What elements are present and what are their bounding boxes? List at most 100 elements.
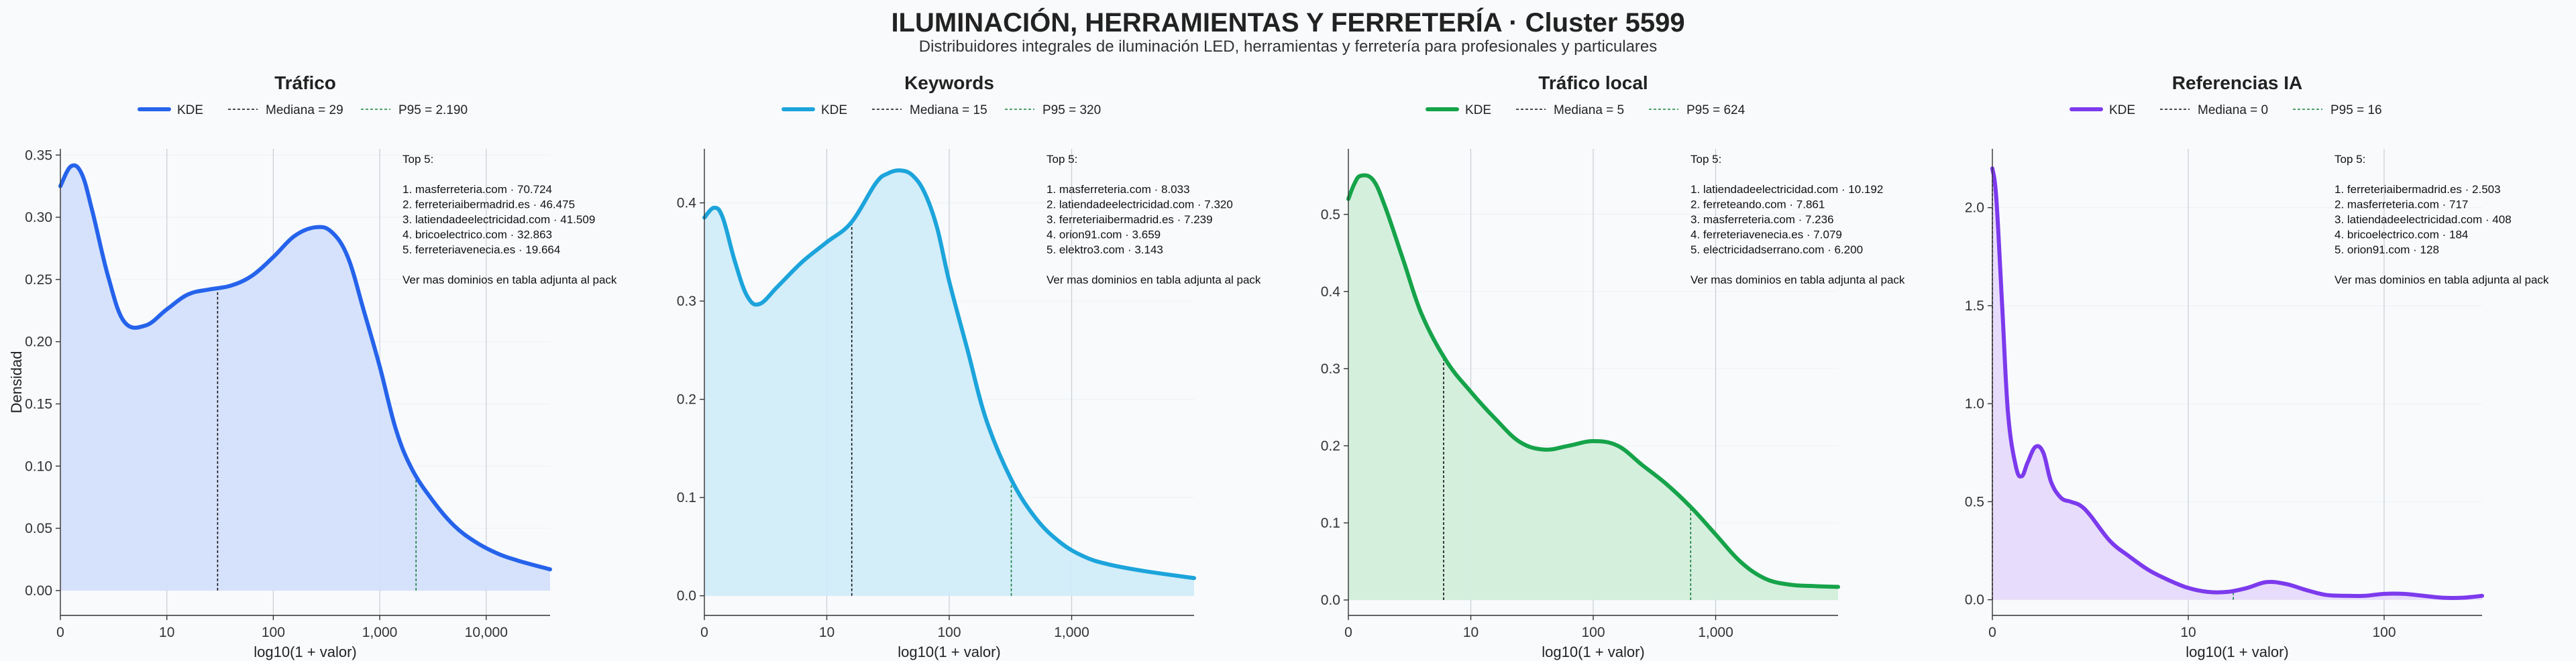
- top5-item: 1. ferreteriaibermadrid.es · 2.503: [2334, 183, 2501, 196]
- x-tick-label: 10: [819, 625, 835, 640]
- x-tick-label: 100: [1581, 625, 1605, 640]
- y-tick-label: 0.30: [25, 210, 52, 225]
- top5-header: Top 5:: [1046, 153, 1077, 166]
- y-tick-label: 0.1: [1321, 516, 1340, 531]
- legend-median-label: Mediana = 29: [266, 103, 343, 117]
- top5-item: 3. ferreteriaibermadrid.es · 7.239: [1046, 213, 1213, 226]
- y-tick-label: 0.10: [25, 459, 52, 474]
- top5-item: 3. latiendadeelectricidad.com · 408: [2334, 213, 2512, 226]
- legend-median-label: Mediana = 0: [2198, 103, 2268, 117]
- x-tick-label: 100: [937, 625, 961, 640]
- y-tick-label: 1.0: [1965, 396, 1984, 412]
- kde-area: [1992, 168, 2482, 600]
- top5-item: 4. ferreteriavenecia.es · 7.079: [1690, 229, 1842, 241]
- top5-item: 4. orion91.com · 3.659: [1046, 229, 1161, 241]
- x-tick-label: 100: [2372, 625, 2396, 640]
- x-tick-label: 1,000: [362, 625, 398, 640]
- legend-median-label: Mediana = 15: [910, 103, 987, 117]
- x-tick-label: 0: [1344, 625, 1352, 640]
- y-tick-label: 0.4: [1321, 284, 1341, 300]
- top5-item: 1. latiendadeelectricidad.com · 10.192: [1690, 183, 1883, 196]
- x-tick-label: 10,000: [465, 625, 508, 640]
- x-axis-label: log10(1 + valor): [2186, 644, 2288, 660]
- y-tick-label: 0.0: [677, 589, 696, 604]
- legend-median-label: Mediana = 5: [1554, 103, 1624, 117]
- top5-item: 5. electricidadserrano.com · 6.200: [1690, 243, 1863, 256]
- x-axis-label: log10(1 + valor): [254, 644, 356, 660]
- y-tick-label: 0.25: [25, 272, 52, 288]
- y-tick-label: 1.5: [1965, 298, 1984, 314]
- y-tick-label: 0.1: [677, 490, 696, 505]
- top5-item: 2. ferreteando.com · 7.861: [1690, 198, 1825, 211]
- legend-p95-label: P95 = 320: [1042, 103, 1101, 117]
- legend-kde-label: KDE: [1465, 103, 1491, 117]
- x-axis-label: log10(1 + valor): [1542, 644, 1644, 660]
- x-tick-label: 0: [56, 625, 64, 640]
- panel-title: Referencias IA: [2172, 72, 2303, 93]
- x-tick-label: 1,000: [1054, 625, 1089, 640]
- top5-item: 3. latiendadeelectricidad.com · 41.509: [402, 213, 595, 226]
- panel-title: Tráfico: [274, 72, 336, 93]
- top5-item: 5. orion91.com · 128: [2334, 243, 2439, 256]
- top5-footer: Ver mas dominios en tabla adjunta al pac…: [402, 274, 617, 286]
- top5-item: 1. masferreteria.com · 70.724: [402, 183, 552, 196]
- top5-footer: Ver mas dominios en tabla adjunta al pac…: [1690, 274, 1905, 286]
- y-tick-label: 0.20: [25, 335, 52, 350]
- x-tick-label: 1,000: [1698, 625, 1733, 640]
- top5-item: 3. masferreteria.com · 7.236: [1690, 213, 1834, 226]
- kde-curve: [1346, 173, 1840, 589]
- legend-p95-label: P95 = 2.190: [398, 103, 468, 117]
- top5-item: 2. ferreteriaibermadrid.es · 46.475: [402, 198, 575, 211]
- top5-item: 2. latiendadeelectricidad.com · 7.320: [1046, 198, 1233, 211]
- panel-title: Keywords: [904, 72, 994, 93]
- kde-area: [704, 170, 1194, 596]
- y-tick-label: 0.2: [677, 392, 696, 408]
- kde-curve: [1990, 166, 2484, 601]
- legend-kde-label: KDE: [177, 103, 203, 117]
- x-tick-label: 10: [1463, 625, 1479, 640]
- legend-kde-label: KDE: [2109, 103, 2135, 117]
- y-tick-label: 0.3: [677, 294, 696, 309]
- x-tick-label: 10: [159, 625, 174, 640]
- chart-panel-trafico-local: 0.0 0.1 0.2 0.3 0.4 0.5 0 10 100 1,000 log10(1 + v…: [1321, 72, 1905, 660]
- top5-header: Top 5:: [402, 153, 433, 166]
- x-axis-label: log10(1 + valor): [898, 644, 1000, 660]
- y-tick-label: 0.0: [1321, 593, 1340, 608]
- top5-footer: Ver mas dominios en tabla adjunta al pac…: [2334, 274, 2549, 286]
- top5-header: Top 5:: [2334, 153, 2365, 166]
- chart-panel-trafico: 0.00 0.05 0.10 0.15 0.20 0.25 0.30 0.35 0 10 100 1,…: [8, 72, 617, 660]
- legend-kde-label: KDE: [821, 103, 847, 117]
- top5-item: 5. elektro3.com · 3.143: [1046, 243, 1163, 256]
- y-tick-label: 0.15: [25, 396, 52, 412]
- y-axis-label: Densidad: [8, 351, 25, 414]
- x-tick-label: 100: [262, 625, 285, 640]
- top5-item: 5. ferreteriavenecia.es · 19.664: [402, 243, 560, 256]
- kde-area: [60, 165, 550, 591]
- top5-item: 4. bricoelectrico.com · 32.863: [402, 229, 552, 241]
- chart-panel-referencias-ia: 0.0 0.5 1.0 1.5 2.0 0 10 100 log10(1 + valor) Ref…: [1965, 72, 2549, 660]
- top5-header: Top 5:: [1690, 153, 1721, 166]
- top5-item: 2. masferreteria.com · 717: [2334, 198, 2468, 211]
- y-tick-label: 0.00: [25, 583, 52, 599]
- y-tick-label: 0.5: [1965, 494, 1984, 509]
- x-tick-label: 0: [1988, 625, 1996, 640]
- page-subtitle: Distribuidores integrales de iluminación…: [918, 38, 1658, 56]
- y-tick-label: 0.35: [25, 147, 52, 163]
- y-tick-label: 0.0: [1965, 593, 1984, 608]
- legend-p95-label: P95 = 16: [2330, 103, 2382, 117]
- y-tick-label: 0.05: [25, 521, 52, 536]
- kde-curve: [58, 163, 552, 572]
- chart-panel-keywords: 0.0 0.1 0.2 0.3 0.4 0 10 100 1,000 log10(1 + valo…: [677, 72, 1261, 660]
- y-tick-label: 0.3: [1321, 361, 1340, 377]
- x-tick-label: 0: [700, 625, 708, 640]
- kde-area: [1348, 175, 1838, 600]
- y-tick-label: 0.4: [677, 196, 697, 211]
- y-tick-label: 2.0: [1965, 200, 1984, 216]
- legend-p95-label: P95 = 624: [1686, 103, 1746, 117]
- y-tick-label: 0.2: [1321, 438, 1340, 454]
- x-tick-label: 10: [2180, 625, 2196, 640]
- page-title: ILUMINACIÓN, HERRAMIENTAS Y FERRETERÍA ·…: [891, 8, 1685, 38]
- y-tick-label: 0.5: [1321, 207, 1340, 223]
- top5-item: 4. bricoelectrico.com · 184: [2334, 229, 2468, 241]
- kde-curve: [702, 168, 1196, 581]
